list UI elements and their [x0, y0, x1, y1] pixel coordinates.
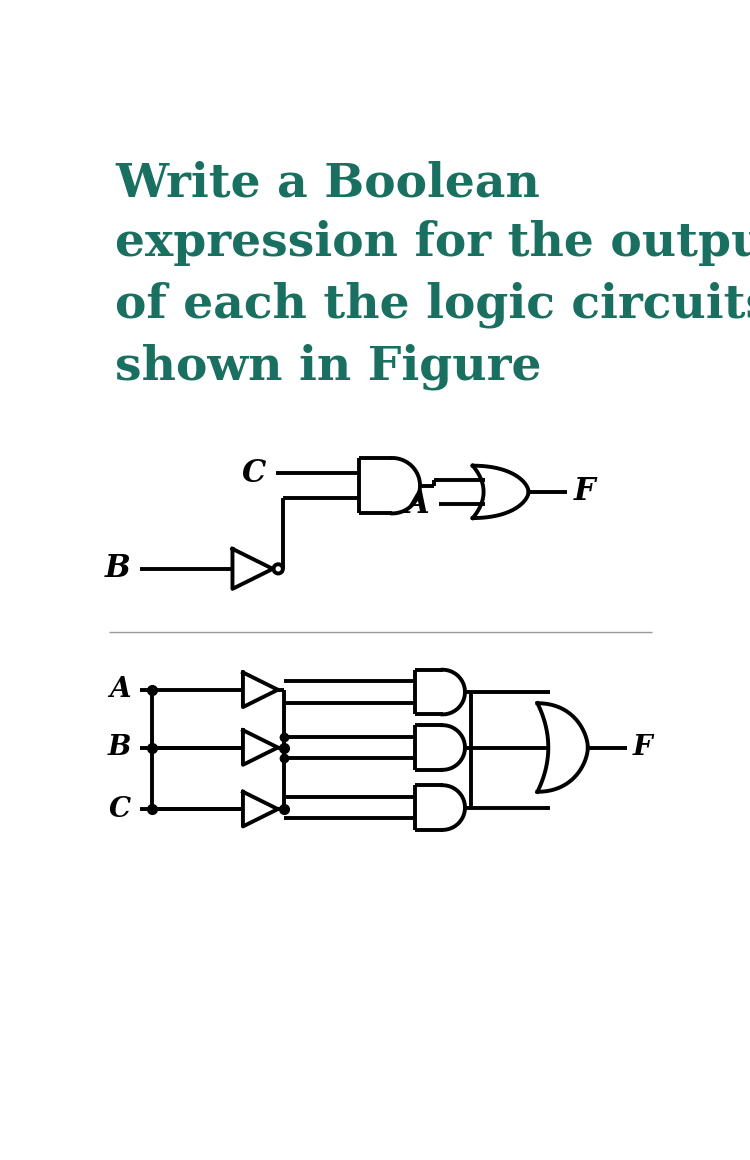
Text: C: C [109, 796, 131, 822]
Text: F: F [633, 734, 652, 761]
Text: B: B [104, 553, 130, 585]
Text: of each the logic circuits: of each the logic circuits [116, 282, 750, 328]
Text: F: F [574, 477, 595, 507]
Text: A: A [406, 488, 429, 520]
Text: expression for the output: expression for the output [116, 220, 750, 266]
Text: shown in Figure: shown in Figure [116, 343, 542, 390]
Text: B: B [107, 734, 131, 761]
Text: A: A [110, 676, 131, 703]
Text: C: C [242, 458, 266, 488]
Text: Write a Boolean: Write a Boolean [116, 161, 540, 206]
